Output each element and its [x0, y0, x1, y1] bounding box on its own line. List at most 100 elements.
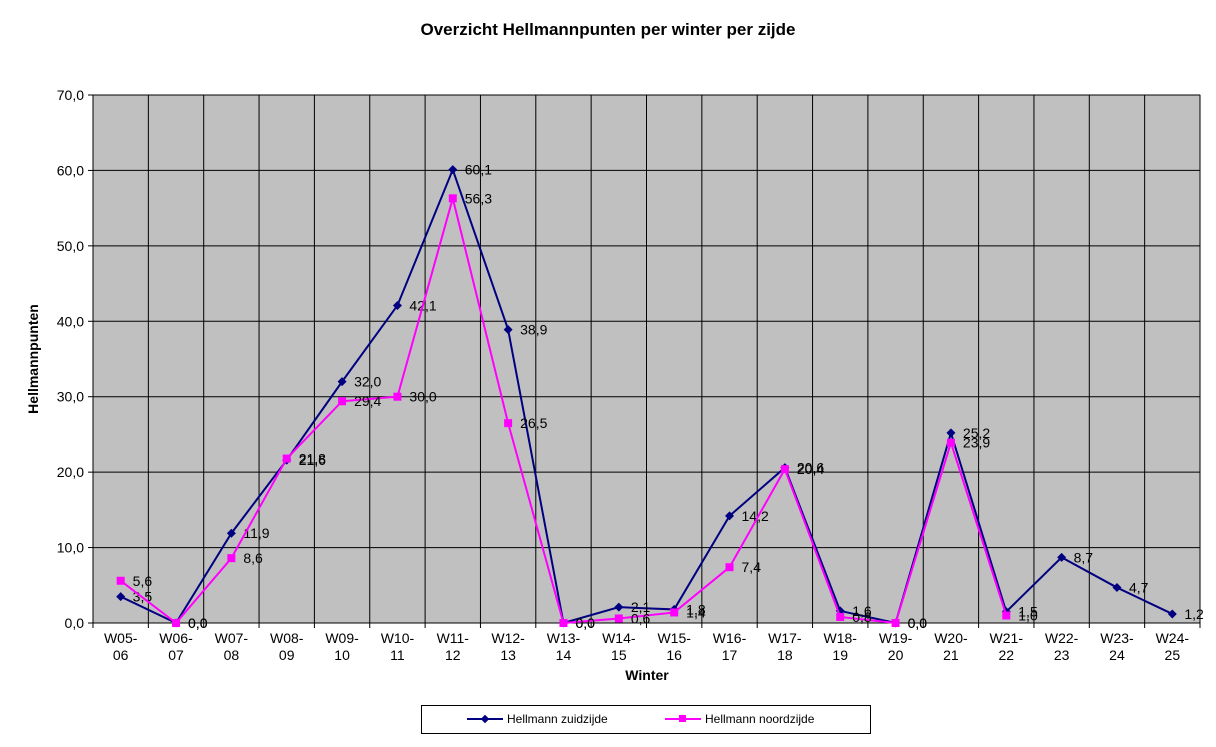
x-tick-label: W08-09: [270, 630, 304, 663]
chart-title: Overzicht Hellmannpunten per winter per …: [420, 20, 796, 39]
series-noordzijde: 5,6 0,0 8,6 21,8 29,4 30,0 56,3 26,5 0,0 0,6 1,4 7,…: [116, 190, 1038, 631]
data-label-zuidzijde: 1,6: [852, 603, 872, 619]
data-label-noordzijde: 0,0: [188, 615, 208, 631]
legend-swatch-zuidzijde: [467, 713, 503, 725]
data-label-noordzijde: 56,3: [465, 190, 492, 206]
point-noordzijde: [670, 608, 679, 617]
data-label-zuidzijde: 2,1: [631, 599, 651, 615]
data-label-zuidzijde: 4,7: [1129, 580, 1149, 596]
data-label-noordzijde: 30,0: [409, 389, 436, 405]
x-tick-label: W11-12: [437, 630, 470, 663]
data-label-zuidzijde: 20,6: [797, 460, 824, 476]
point-noordzijde: [559, 619, 568, 627]
point-noordzijde: [282, 454, 291, 463]
x-tick-label: W18-19: [823, 630, 857, 663]
point-zuidzijde: [725, 511, 735, 521]
point-noordzijde: [946, 438, 955, 447]
data-label-zuidzijde: 1,5: [1018, 604, 1038, 620]
point-zuidzijde: [337, 377, 347, 387]
data-label-noordzijde: 0,8: [852, 609, 872, 625]
y-tick-label: 70,0: [57, 87, 84, 103]
data-label-zuidzijde: 21,6: [299, 452, 326, 468]
series-line-zuidzijde: [120, 166, 1173, 625]
x-tick-label: W06-07: [159, 630, 193, 663]
data-label-zuidzijde: 11,9: [243, 525, 269, 541]
x-tick-label: W20-21: [934, 630, 968, 663]
x-tick-label: W10-11: [381, 630, 415, 663]
data-label-zuidzijde: 1,2: [1184, 606, 1204, 622]
legend-label-zuidzijde: Hellmann zuidzijde: [507, 712, 608, 726]
data-label-zuidzijde: 38,9: [520, 322, 547, 338]
point-noordzijde: [227, 554, 236, 563]
point-zuidzijde: [503, 325, 513, 335]
x-tick-label: W17-18: [768, 630, 802, 663]
y-tick-label: 60,0: [57, 162, 84, 178]
data-label-noordzijde: 7,4: [742, 559, 762, 575]
point-zuidzijde: [1167, 609, 1177, 619]
point-zuidzijde: [448, 165, 458, 175]
chart: 0,010,020,030,040,050,060,070,0 W05-06W0…: [25, 87, 1204, 683]
series-layer: 3,50,011,921,632,042,160,138,90,02,1 1,81…: [116, 162, 1204, 631]
point-zuidzijde: [116, 592, 126, 602]
point-zuidzijde: [614, 602, 624, 612]
point-noordzijde: [614, 614, 623, 623]
legend-item-noordzijde: Hellmann noordzijde: [665, 712, 814, 726]
x-tick-label: W14-15: [602, 630, 636, 663]
data-label-noordzijde: 8,6: [243, 550, 263, 566]
plot-area: [92, 94, 1201, 624]
legend-label-noordzijde: Hellmann noordzijde: [705, 712, 815, 726]
x-tick-label: W07-08: [215, 630, 249, 663]
y-axis-title: Hellmannpunten: [25, 304, 41, 414]
data-label-zuidzijde: 25,2: [963, 425, 990, 441]
data-label-noordzijde: 23,9: [963, 435, 990, 451]
x-axis-title: Winter: [625, 667, 669, 683]
point-noordzijde: [172, 619, 181, 627]
point-noordzijde: [836, 612, 845, 621]
data-label-noordzijde: 0,6: [631, 610, 651, 626]
point-noordzijde: [393, 392, 402, 401]
data-label-zuidzijde: 1,8: [686, 601, 706, 617]
point-zuidzijde: [1057, 552, 1067, 562]
legend-item-zuidzijde: Hellmann zuidzijde: [467, 712, 608, 726]
x-tick-label: W05-06: [104, 630, 138, 663]
data-label-noordzijde: 29,4: [354, 393, 381, 409]
x-tick-label: W15-16: [657, 630, 691, 663]
x-tick-label: W24-25: [1156, 630, 1190, 663]
data-label-zuidzijde: 14,2: [742, 508, 769, 524]
data-label-noordzijde: 1,4: [686, 604, 706, 620]
y-tick-label: 40,0: [57, 313, 84, 329]
data-label-zuidzijde: 0,0: [908, 615, 928, 631]
x-tick-label: W16-17: [713, 630, 747, 663]
y-tick-label: 20,0: [57, 464, 84, 480]
point-noordzijde: [448, 194, 457, 203]
y-axis: 0,0 10,0 20,0 30,0 40,0 50,0 60,0 70,0: [57, 87, 94, 631]
data-label-noordzijde: 5,6: [133, 573, 153, 589]
data-label-noordzijde: 1,0: [1018, 607, 1038, 623]
point-zuidzijde: [392, 300, 402, 310]
data-label-zuidzijde: 0,0: [188, 615, 208, 631]
data-label-noordzijde: 26,5: [520, 415, 547, 431]
series-zuidzijde: 3,50,011,921,632,042,160,138,90,02,1 1,81…: [116, 162, 1204, 631]
x-tick-label: W12-13: [491, 630, 525, 663]
point-zuidzijde: [1112, 583, 1122, 593]
legend: Hellmann zuidzijde Hellmann noordzijde: [421, 705, 871, 734]
data-label-noordzijde: 0,0: [575, 615, 595, 631]
x-tick-label: W21-22: [990, 630, 1024, 663]
y-tick-label: 10,0: [57, 540, 84, 556]
x-axis: W05-06 W06-07 W07-08 W08-09 W09-10 W10-11 W11-…: [92, 622, 1201, 663]
x-tick-label: W13-14: [547, 630, 581, 663]
y-tick-label: 30,0: [57, 389, 84, 405]
x-tick-label: W22-23: [1045, 630, 1079, 663]
point-noordzijde: [891, 619, 900, 627]
x-tick-label: W09-10: [325, 630, 359, 663]
x-tick-label: W23-24: [1100, 630, 1134, 663]
data-label-zuidzijde: 8,7: [1074, 549, 1094, 565]
data-label-zuidzijde: 32,0: [354, 374, 381, 390]
point-noordzijde: [725, 563, 734, 572]
point-noordzijde: [780, 465, 789, 474]
data-label-zuidzijde: 0,0: [575, 615, 595, 631]
data-label-noordzijde: 20,4: [797, 461, 824, 477]
point-noordzijde: [504, 419, 513, 428]
point-zuidzijde: [946, 428, 956, 438]
x-tick-label: W19-20: [879, 630, 913, 663]
